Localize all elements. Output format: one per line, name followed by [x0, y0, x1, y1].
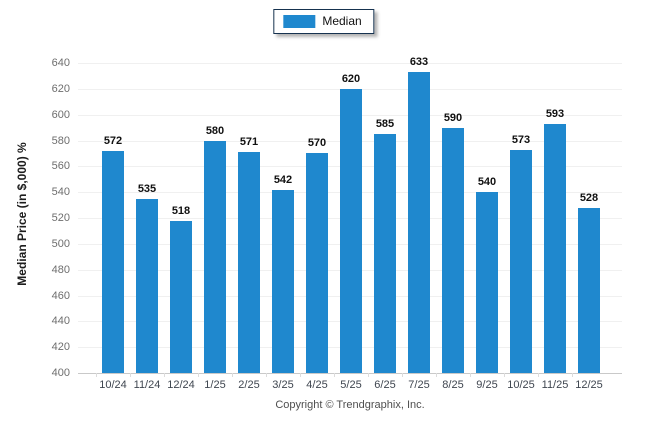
- x-tick-label: 3/25: [272, 379, 294, 391]
- bar-column: 580 1/25: [198, 63, 232, 391]
- x-tick-label: 8/25: [442, 379, 464, 391]
- x-tick-label: 1/25: [204, 379, 226, 391]
- bar: [170, 220, 192, 373]
- bar-value-label: 580: [205, 124, 225, 137]
- x-tick-label: 9/25: [476, 379, 498, 391]
- bar-value-label: 573: [511, 133, 531, 146]
- x-tick-label: 11/24: [133, 379, 161, 391]
- legend-swatch-icon: [283, 15, 316, 28]
- bar-column: 571 2/25: [232, 63, 266, 391]
- bar-column: 572 10/24: [96, 63, 130, 391]
- bar-value-label: 633: [409, 56, 429, 69]
- bar-value-label: 572: [103, 134, 123, 147]
- y-tick-label: 400: [51, 367, 70, 379]
- bar-value-label: 585: [375, 118, 395, 131]
- y-tick-label: 420: [51, 341, 70, 354]
- x-tick-label: 10/25: [507, 379, 535, 391]
- bar-value-label: 528: [579, 191, 599, 204]
- bar: [204, 140, 226, 373]
- x-axis-tick: [436, 373, 437, 377]
- bar: [578, 207, 600, 373]
- bar-column: 620 5/25: [334, 63, 368, 391]
- bar-value-label: 535: [137, 182, 157, 195]
- x-tick-label: 12/24: [167, 379, 195, 391]
- y-tick-label: 640: [51, 57, 70, 69]
- bar-column: 633 7/25: [402, 56, 436, 391]
- y-tick-label: 580: [51, 134, 70, 147]
- bar-column: 535 11/24: [130, 63, 164, 391]
- bar-column: 590 8/25: [436, 63, 470, 391]
- x-axis-tick: [300, 373, 301, 377]
- legend: Median: [273, 9, 375, 34]
- bar: [544, 123, 566, 373]
- gridline: [78, 63, 622, 64]
- x-axis-tick: [504, 373, 505, 377]
- copyright-text: Copyright © Trendgraphix, Inc.: [275, 399, 425, 411]
- bar-value-label: 593: [545, 107, 565, 120]
- x-axis-tick: [572, 373, 573, 377]
- x-tick-label: 5/25: [340, 379, 362, 391]
- bar-value-label: 542: [273, 173, 293, 186]
- y-tick-label: 520: [51, 212, 70, 224]
- x-axis-tick: [538, 373, 539, 377]
- bar-value-label: 540: [477, 176, 497, 189]
- bar: [374, 134, 396, 373]
- bar: [408, 72, 430, 373]
- x-axis-tick: [266, 373, 267, 377]
- x-axis-tick: [130, 373, 131, 377]
- x-tick-label: 12/25: [575, 379, 603, 391]
- bar-column: 593 11/25: [538, 63, 572, 391]
- bar-column: 542 3/25: [266, 63, 300, 391]
- bar-value-label: 518: [171, 204, 191, 217]
- y-tick-label: 560: [51, 160, 70, 173]
- bar-value-label: 590: [443, 111, 463, 124]
- bar-column: 540 9/25: [470, 63, 504, 391]
- bar: [306, 153, 328, 373]
- bar: [476, 192, 498, 373]
- bar-value-label: 570: [307, 137, 327, 150]
- x-axis-tick: [470, 373, 471, 377]
- y-tick-label: 460: [51, 289, 70, 302]
- y-tick-label: 540: [51, 186, 70, 199]
- bar-column: 573 10/25: [504, 63, 538, 391]
- bar-value-label: 571: [239, 136, 259, 149]
- bar: [102, 150, 124, 373]
- legend-label: Median: [322, 14, 362, 28]
- x-axis-tick: [164, 373, 165, 377]
- x-axis-tick: [402, 373, 403, 377]
- bar: [272, 189, 294, 373]
- x-tick-label: 10/24: [99, 379, 127, 391]
- x-tick-label: 4/25: [306, 379, 328, 391]
- bar-value-label: 620: [341, 72, 361, 85]
- bar: [442, 127, 464, 373]
- bar: [136, 198, 158, 373]
- x-axis-tick: [232, 373, 233, 377]
- y-tick-label: 480: [51, 263, 70, 276]
- bar-column: 585 6/25: [368, 63, 402, 391]
- x-axis-tick: [334, 373, 335, 377]
- x-axis-tick: [96, 373, 97, 377]
- y-tick-label: 440: [51, 315, 70, 328]
- bar-column: 528 12/25: [572, 63, 606, 391]
- y-tick-label: 500: [51, 237, 70, 250]
- bar: [238, 152, 260, 373]
- bar-column: 570 4/25: [300, 63, 334, 391]
- x-tick-label: 2/25: [238, 379, 260, 391]
- x-tick-label: 6/25: [374, 379, 396, 391]
- x-axis-tick: [368, 373, 369, 377]
- x-tick-label: 7/25: [408, 379, 430, 391]
- y-tick-label: 620: [51, 82, 70, 95]
- x-tick-label: 11/25: [541, 379, 569, 391]
- bar: [340, 88, 362, 373]
- bar-column: 518 12/24: [164, 63, 198, 391]
- x-axis-tick: [198, 373, 199, 377]
- y-tick-label: 600: [51, 108, 70, 121]
- bar: [510, 149, 532, 373]
- plot-area: Median Price (in $,000) % 640 620 600 580 56…: [15, 56, 622, 391]
